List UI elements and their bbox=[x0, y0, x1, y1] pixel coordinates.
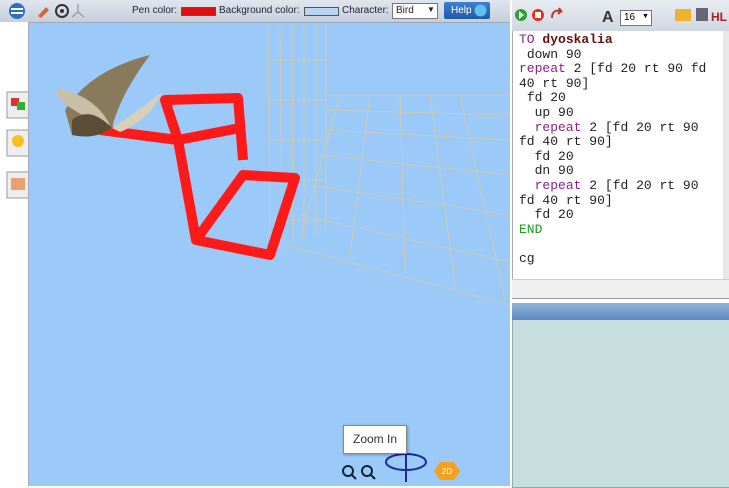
code: TO dyoskalia down 90 repeat 2 [fd 20 rt 9… bbox=[513, 31, 719, 279]
code-line: repeat 2 [fd 20 rt 90 fd 40 rt 90] bbox=[519, 177, 699, 208]
editor-toolbar: A HL 16 ▼ bbox=[512, 0, 729, 32]
help-button[interactable]: Help bbox=[444, 2, 490, 19]
code-line: fd 20 bbox=[534, 148, 574, 164]
code-line: fd 20 bbox=[534, 207, 574, 223]
vertical-scrollbar[interactable] bbox=[723, 31, 729, 279]
help-icon bbox=[474, 4, 487, 17]
output-panel bbox=[512, 303, 729, 488]
canvas-3d[interactable]: 2D bbox=[0, 0, 510, 486]
pen-color-label: Pen color: bbox=[132, 5, 178, 16]
character-label: Character: bbox=[342, 5, 389, 16]
background-color-label: Background color: bbox=[219, 5, 300, 16]
side-toolbar bbox=[0, 22, 30, 486]
code-line: cg bbox=[519, 250, 535, 266]
tooltip: Zoom In bbox=[343, 425, 407, 454]
code-block: cg bbox=[519, 250, 719, 267]
code-line: dn 90 bbox=[534, 163, 574, 179]
svg-text:HL: HL bbox=[711, 10, 727, 24]
code-block: TO dyoskalia down 90 repeat 2 [fd 20 rt 9… bbox=[519, 32, 719, 237]
bird bbox=[55, 55, 162, 137]
top-toolbar: Pen color: Background color: Character: … bbox=[0, 0, 510, 23]
background-color-swatch[interactable] bbox=[304, 7, 339, 16]
editor-icons[interactable]: A HL bbox=[512, 0, 729, 31]
help-label: Help bbox=[451, 5, 472, 16]
horizontal-scrollbar[interactable] bbox=[512, 279, 729, 299]
pen-color-swatch[interactable] bbox=[181, 7, 216, 16]
font-size-value: 16 bbox=[624, 12, 636, 23]
code-line: END bbox=[519, 221, 543, 237]
toolbar-icons[interactable] bbox=[6, 2, 86, 20]
view-toggle[interactable]: 2D bbox=[442, 467, 452, 476]
code-line: up 90 bbox=[534, 104, 574, 120]
character-value: Bird bbox=[396, 5, 414, 16]
code-editor[interactable]: TO dyoskalia down 90 repeat 2 [fd 20 rt 9… bbox=[512, 31, 724, 279]
side-icons[interactable] bbox=[0, 22, 30, 202]
view-toggle-bg[interactable] bbox=[434, 462, 460, 480]
character-select[interactable]: Bird ▼ bbox=[392, 3, 438, 19]
dropdown-arrow: ▼ bbox=[427, 5, 435, 14]
code-line: fd 20 bbox=[526, 90, 566, 106]
font-size-select[interactable]: 16 ▼ bbox=[620, 10, 652, 26]
code-line: TO dyoskalia bbox=[519, 32, 613, 47]
output-panel-header bbox=[512, 303, 729, 320]
svg-text:A: A bbox=[602, 9, 614, 26]
zoom-controls[interactable] bbox=[342, 465, 376, 480]
code-line: down 90 bbox=[526, 46, 582, 62]
dropdown-arrow: ▼ bbox=[642, 13, 649, 20]
code-line: repeat 2 [fd 20 rt 90 fd 40 rt 90] bbox=[519, 61, 707, 91]
code-line: repeat 2 [fd 20 rt 90 fd 40 rt 90] bbox=[519, 119, 699, 150]
